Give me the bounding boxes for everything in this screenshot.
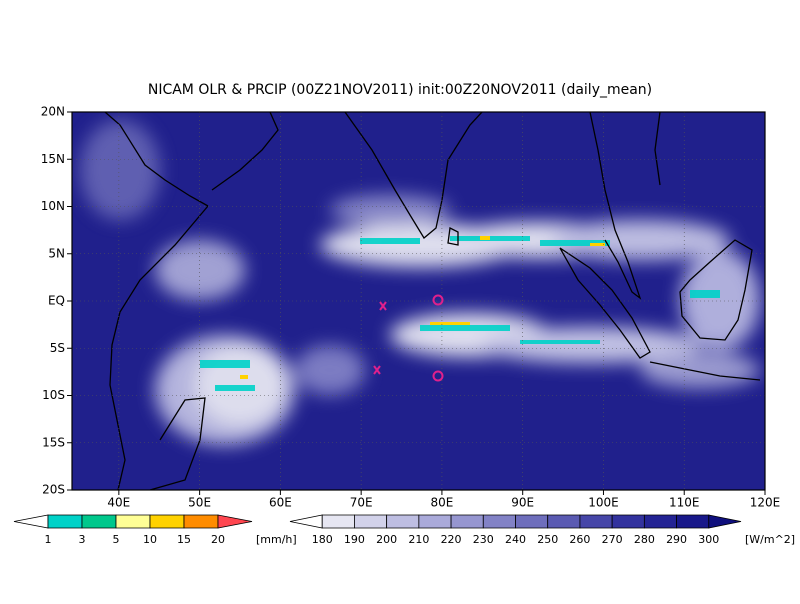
colorbar-swatch [47,514,83,529]
colorbar-label: 15 [177,533,191,546]
colorbar-label: 260 [569,533,590,546]
x-tick-label: 50E [188,496,211,510]
colorbar-swatch [547,514,581,529]
colorbar-swatch [183,514,219,529]
y-tick-label: 10N [41,199,65,213]
colorbar-swatch [81,514,117,529]
colorbar-unit: [mm/h] [256,533,297,546]
colorbar-swatch [217,514,253,529]
x-tick-label: 90E [511,496,534,510]
y-tick-label: 15N [41,152,65,166]
y-tick-label: 5N [48,246,65,260]
y-tick-label: 20N [41,105,65,119]
colorbar-label: 210 [408,533,429,546]
colorbar-swatch [450,514,484,529]
y-tick-label: 5S [50,341,65,355]
colorbar-unit: [W/m^2] [745,533,795,546]
colorbar-label: 20 [211,533,225,546]
x-tick-label: 80E [430,496,453,510]
colorbar-swatch [354,514,388,529]
olr-field [72,112,765,490]
y-tick-label: 15S [42,435,65,449]
x-tick-label: 100E [588,496,619,510]
colorbar-swatch [515,514,549,529]
colorbar-swatch [418,514,452,529]
colorbar-label: 290 [666,533,687,546]
y-tick-label: 10S [42,388,65,402]
colorbar-label: 230 [473,533,494,546]
y-tick-label: EQ [48,294,65,308]
colorbar-swatch [289,514,323,529]
colorbar-swatch [611,514,645,529]
colorbar-label: 270 [602,533,623,546]
x-tick-label: 120E [750,496,781,510]
colorbar-label: 1 [45,533,52,546]
colorbar-swatch [482,514,516,529]
x-tick-label: 40E [107,496,130,510]
colorbar-label: 200 [376,533,397,546]
colorbar-label: 240 [505,533,526,546]
colorbar-label: 250 [537,533,558,546]
x-tick-label: 60E [269,496,292,510]
colorbar-label: 220 [441,533,462,546]
colorbar-label: 300 [698,533,719,546]
colorbar-swatch [149,514,185,529]
colorbar-label: 10 [143,533,157,546]
colorbar-label: 180 [312,533,333,546]
colorbar-swatch [321,514,355,529]
map-title: NICAM OLR & PRCIP (00Z21NOV2011) init:00… [148,82,652,98]
colorbar-label: 190 [344,533,365,546]
colorbar-swatch [115,514,151,529]
colorbar-swatch [13,514,49,529]
colorbar-swatch [676,514,710,529]
colorbar-label: 280 [634,533,655,546]
x-tick-label: 110E [669,496,700,510]
colorbar-label: 5 [113,533,120,546]
colorbar-swatch [386,514,420,529]
y-tick-label: 20S [42,483,65,497]
x-tick-label: 70E [350,496,373,510]
colorbar-swatch [579,514,613,529]
colorbar-swatch [643,514,677,529]
colorbar-label: 3 [79,533,86,546]
colorbar-swatch [708,514,742,529]
